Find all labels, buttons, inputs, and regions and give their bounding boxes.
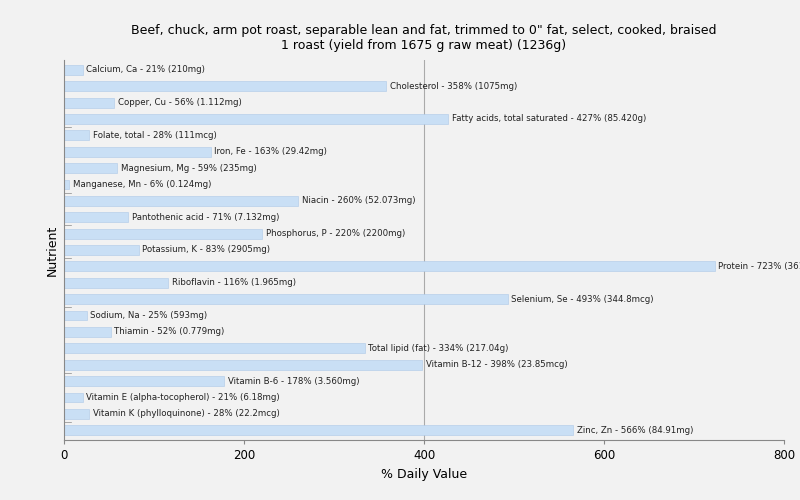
Text: Zinc, Zn - 566% (84.91mg): Zinc, Zn - 566% (84.91mg) [577, 426, 694, 434]
Text: Cholesterol - 358% (1075mg): Cholesterol - 358% (1075mg) [390, 82, 517, 90]
Text: Folate, total - 28% (111mcg): Folate, total - 28% (111mcg) [93, 131, 217, 140]
Text: Sodium, Na - 25% (593mg): Sodium, Na - 25% (593mg) [90, 311, 207, 320]
Bar [64, 163, 117, 173]
Text: Vitamin B-12 - 398% (23.85mcg): Vitamin B-12 - 398% (23.85mcg) [426, 360, 567, 369]
Title: Beef, chuck, arm pot roast, separable lean and fat, trimmed to 0" fat, select, c: Beef, chuck, arm pot roast, separable le… [131, 24, 717, 52]
Bar [64, 82, 386, 91]
Bar [64, 360, 422, 370]
Bar [64, 114, 448, 124]
Text: Niacin - 260% (52.073mg): Niacin - 260% (52.073mg) [302, 196, 415, 205]
Text: Fatty acids, total saturated - 427% (85.420g): Fatty acids, total saturated - 427% (85.… [452, 114, 646, 124]
Bar [64, 327, 110, 337]
Bar [64, 196, 298, 206]
Text: Copper, Cu - 56% (1.112mg): Copper, Cu - 56% (1.112mg) [118, 98, 242, 107]
Bar [64, 65, 83, 74]
Bar [64, 310, 86, 320]
Text: Thiamin - 52% (0.779mg): Thiamin - 52% (0.779mg) [114, 328, 225, 336]
Bar [64, 228, 262, 238]
Bar [64, 262, 714, 272]
Y-axis label: Nutrient: Nutrient [46, 224, 58, 276]
Bar [64, 426, 574, 435]
Bar [64, 212, 128, 222]
Text: Manganese, Mn - 6% (0.124mg): Manganese, Mn - 6% (0.124mg) [73, 180, 211, 189]
Text: Pantothenic acid - 71% (7.132mg): Pantothenic acid - 71% (7.132mg) [131, 212, 279, 222]
Bar [64, 409, 90, 418]
Bar [64, 344, 365, 353]
Bar [64, 392, 83, 402]
Bar [64, 147, 210, 156]
Text: Iron, Fe - 163% (29.42mg): Iron, Fe - 163% (29.42mg) [214, 147, 327, 156]
Text: Calcium, Ca - 21% (210mg): Calcium, Ca - 21% (210mg) [86, 66, 206, 74]
Bar [64, 180, 70, 190]
Bar [64, 130, 90, 140]
X-axis label: % Daily Value: % Daily Value [381, 468, 467, 480]
Bar [64, 245, 138, 255]
Text: Vitamin B-6 - 178% (3.560mg): Vitamin B-6 - 178% (3.560mg) [228, 376, 359, 386]
Bar [64, 294, 508, 304]
Text: Riboflavin - 116% (1.965mg): Riboflavin - 116% (1.965mg) [172, 278, 296, 287]
Text: Total lipid (fat) - 334% (217.04g): Total lipid (fat) - 334% (217.04g) [368, 344, 509, 353]
Text: Potassium, K - 83% (2905mg): Potassium, K - 83% (2905mg) [142, 246, 270, 254]
Text: Protein - 723% (361.28g): Protein - 723% (361.28g) [718, 262, 800, 271]
Text: Vitamin K (phylloquinone) - 28% (22.2mcg): Vitamin K (phylloquinone) - 28% (22.2mcg… [93, 410, 279, 418]
Bar [64, 98, 114, 108]
Text: Phosphorus, P - 220% (2200mg): Phosphorus, P - 220% (2200mg) [266, 229, 405, 238]
Bar [64, 376, 224, 386]
Text: Vitamin E (alpha-tocopherol) - 21% (6.18mg): Vitamin E (alpha-tocopherol) - 21% (6.18… [86, 393, 280, 402]
Bar [64, 278, 169, 287]
Text: Selenium, Se - 493% (344.8mcg): Selenium, Se - 493% (344.8mcg) [511, 294, 654, 304]
Text: Magnesium, Mg - 59% (235mg): Magnesium, Mg - 59% (235mg) [121, 164, 257, 172]
